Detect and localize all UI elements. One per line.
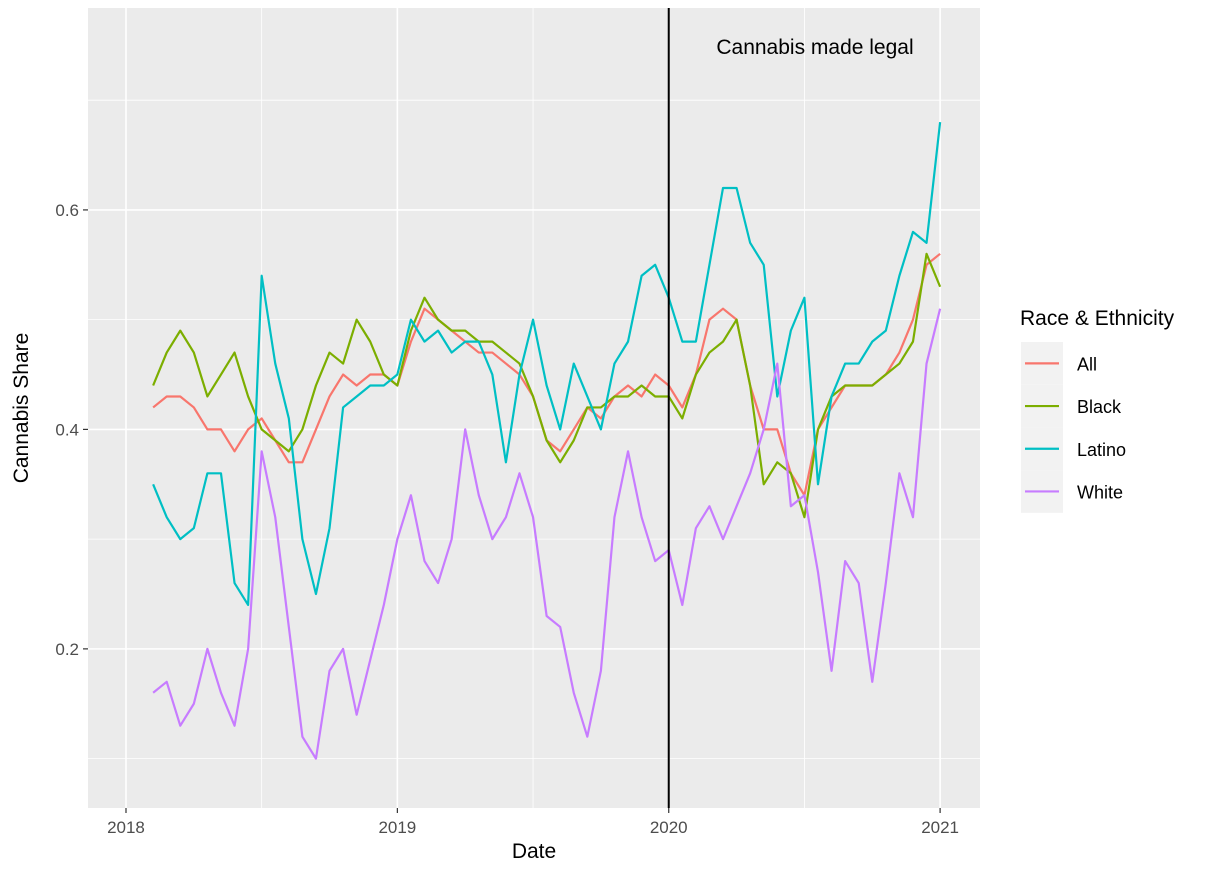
legend-label: White	[1077, 482, 1123, 502]
series-line	[152, 308, 942, 760]
x-tick-label: 2019	[378, 818, 416, 837]
x-tick-label: 2021	[921, 818, 959, 837]
y-tick-label: 0.4	[55, 420, 79, 439]
legend-label: Black	[1077, 397, 1122, 417]
legend-title: Race & Ethnicity	[1020, 307, 1175, 330]
y-tick-label: 0.2	[55, 640, 79, 659]
y-axis-title: Cannabis Share	[10, 333, 33, 484]
y-tick-label: 0.6	[55, 201, 79, 220]
x-tick-label: 2020	[650, 818, 688, 837]
legend-label: Latino	[1077, 440, 1126, 460]
x-axis-title: Date	[512, 840, 556, 863]
legend-label: All	[1077, 354, 1097, 374]
axes: 0.2 0.4 0.6 2018 2019 2020 2021	[55, 201, 959, 837]
x-tick-label: 2018	[107, 818, 145, 837]
series-line	[152, 122, 942, 607]
panel-background	[88, 8, 980, 808]
series-line	[152, 252, 942, 519]
lines	[152, 8, 942, 808]
legend: Race & Ethnicity All Black Latino White	[1020, 307, 1175, 513]
annotation: Cannabis made legal	[716, 36, 913, 59]
